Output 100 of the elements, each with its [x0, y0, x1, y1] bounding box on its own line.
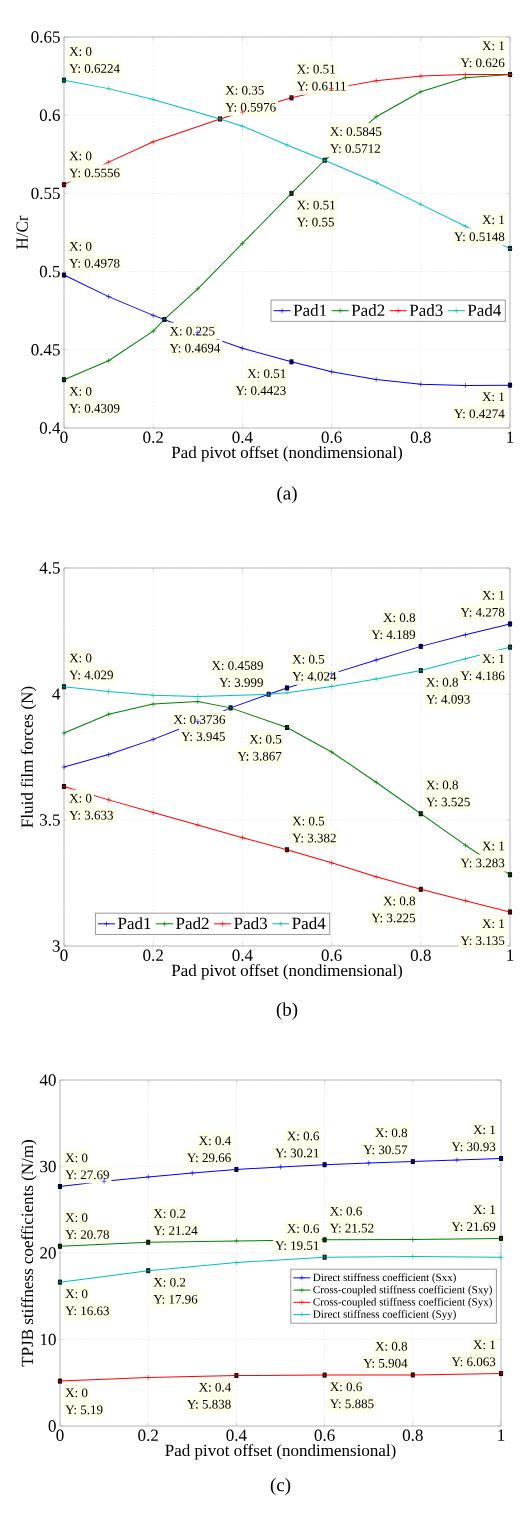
annotation: Y: 0.4274 [454, 409, 505, 419]
point [105, 797, 112, 803]
y-tick-label: 4.5 [39, 562, 60, 574]
annotation: Y: 5.838 [187, 1399, 231, 1409]
x-tick-label: 1 [507, 431, 514, 443]
x-tick-label: 0.6 [314, 1429, 335, 1442]
annotation: X: 0.8 [383, 613, 416, 623]
y-axis-title: Fluid film forces (N) [20, 686, 37, 828]
annotation: Y: 27.69 [65, 1170, 109, 1180]
point [373, 657, 379, 663]
annotation: X: 1 [482, 841, 505, 851]
x-tick-label: 0.4 [232, 431, 253, 444]
annotation: Y: 5.904 [363, 1358, 408, 1368]
point [150, 809, 156, 816]
annotation: X: 0.4 [198, 1382, 231, 1392]
legend-label: Pad2 [351, 304, 385, 317]
x-axis-title: Pad pivot offset (nondimensional) [165, 1443, 396, 1460]
annotation: Y: 3.945 [181, 732, 225, 741]
annotation: X: 0.225 [169, 326, 215, 336]
x-tick-label: 0.4 [226, 1429, 247, 1442]
annotation: Y: 3.867 [237, 751, 282, 761]
annotation: Y: 17.96 [153, 1294, 198, 1304]
annotation: X: 0 [65, 1213, 88, 1222]
annotation: X: 0.6 [330, 1382, 362, 1392]
annotation: X: 1 [473, 1205, 496, 1215]
annotation: Y: 0.4309 [69, 403, 120, 413]
point [418, 88, 424, 95]
y-tick-label: 4 [52, 688, 61, 700]
x-tick-label: 1 [507, 949, 514, 961]
legend-label: Pad1 [117, 917, 151, 930]
point [150, 96, 156, 103]
x-tick-label: 0.4 [232, 949, 253, 962]
point [328, 683, 335, 690]
x-tick-label: 0.8 [402, 1429, 423, 1442]
point [418, 73, 424, 79]
annotation: Y: 3.633 [69, 810, 113, 820]
point [284, 142, 290, 148]
annotation: Y: 3.283 [460, 858, 505, 868]
legend-label: Pad1 [293, 304, 327, 317]
annotation: X: 0.4 [198, 1136, 231, 1146]
annotation: Y: 4.278 [460, 607, 505, 617]
point [410, 1236, 416, 1243]
legend-label: Pad4 [292, 917, 326, 930]
annotation: Y: 16.63 [65, 1306, 109, 1316]
point [239, 123, 246, 129]
point [239, 240, 246, 247]
annotation: X: 0 [69, 653, 92, 663]
annotation: Y: 0.4694 [169, 343, 221, 353]
point [328, 368, 335, 375]
annotation: Y: 21.52 [329, 1223, 374, 1233]
annotation: Y: 30.21 [275, 1148, 319, 1158]
annotation: X: 0.35 [225, 85, 264, 95]
annotation: Y: 21.69 [451, 1222, 496, 1232]
point [150, 736, 156, 743]
annotation: X: 0.51 [247, 369, 286, 378]
point [105, 85, 112, 92]
annotation: Y: 0.4423 [235, 386, 286, 395]
point [195, 698, 201, 705]
annotation: X: 0.3736 [173, 715, 226, 724]
legend-label: Pad2 [176, 917, 209, 930]
annotation: X: 0 [69, 386, 92, 396]
annotation: Y: 3.225 [371, 913, 416, 923]
annotation: Y: 4.024 [292, 671, 337, 681]
annotation: Y: 30.93 [451, 1142, 496, 1152]
annotation: X: 0 [65, 1289, 88, 1299]
annotation: Y: 3.999 [219, 678, 263, 687]
annotation: X: 0.8 [375, 1128, 408, 1138]
legend-label: Cross-coupled stiffness coefficient (Sxy) [313, 1285, 492, 1296]
point [150, 701, 156, 707]
x-axis-title: Pad pivot offset (nondimensional) [171, 445, 403, 462]
point [462, 897, 469, 904]
y-tick-label: 10 [40, 1333, 56, 1346]
y-axis-title: TPJB stiffness coefficients (N/m) [21, 1140, 37, 1367]
annotation: X: 0.5845 [330, 127, 382, 136]
point [105, 751, 112, 758]
annotation: Y: 0.4978 [69, 258, 120, 268]
annotation: Y: 0.626 [460, 58, 505, 68]
point [195, 822, 201, 828]
point [189, 1170, 196, 1176]
annotation: Y: 30.57 [363, 1145, 408, 1155]
y-tick-label: 0.45 [31, 344, 60, 356]
x-tick-label: 0.6 [321, 431, 342, 444]
annotation: Y: 0.6111 [296, 81, 346, 91]
annotation: X: 0.5 [292, 654, 325, 664]
point [105, 159, 112, 165]
point [373, 376, 379, 383]
annotation: Y: 0.6224 [69, 64, 120, 73]
legend-label: Direct stiffness coefficient (Sxx) [313, 1273, 456, 1284]
annotation: X: 1 [473, 1340, 496, 1350]
annotation: Y: 0.5556 [69, 168, 120, 178]
y-tick-label: 3.5 [40, 814, 60, 826]
annotation: Y: 21.24 [153, 1226, 198, 1235]
legend-label: Pad4 [467, 304, 502, 317]
annotation: X: 0.4589 [211, 661, 263, 670]
annotation: X: 0.5 [292, 816, 325, 826]
annotation: X: 0.8 [426, 677, 458, 687]
annotation: X: 0.2 [153, 1277, 186, 1287]
y-tick-label: 3 [52, 940, 60, 952]
point [277, 1164, 284, 1170]
annotation: X: 1 [482, 215, 505, 225]
